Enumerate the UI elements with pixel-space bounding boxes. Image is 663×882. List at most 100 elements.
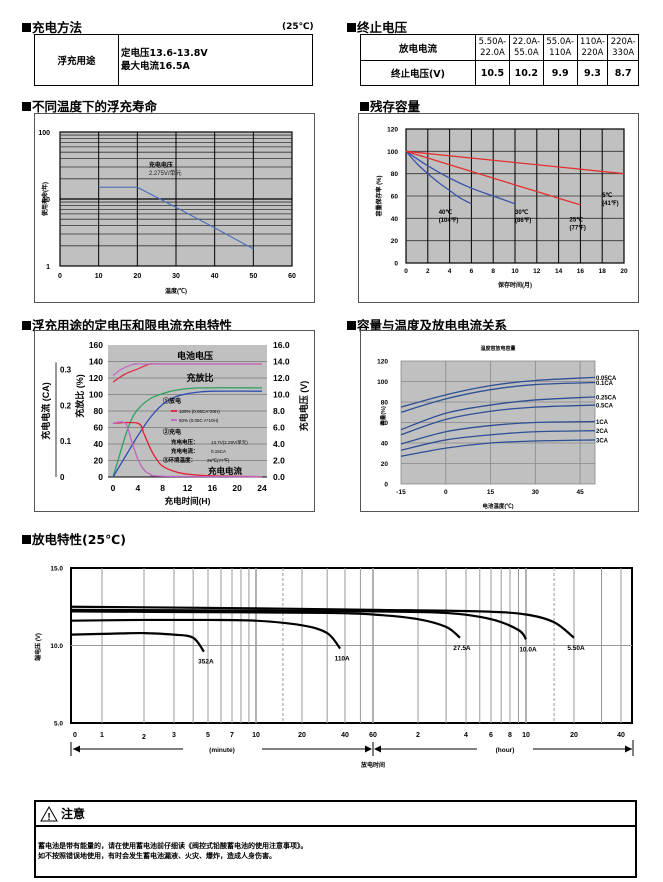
y-axis-label: 使用寿命(年) <box>41 182 49 217</box>
y-tick-label-pct: 20 <box>94 456 104 466</box>
range-cell: 110A- 220A <box>576 34 609 61</box>
cutoff-voltage-title: 终止电压 <box>347 21 407 35</box>
series-label: (41℉) <box>602 200 618 207</box>
voltage-cell: 9.3 <box>576 60 609 86</box>
y-tick-label: 0 <box>394 261 398 268</box>
annotation-label: 2.275V/单元 <box>149 169 182 177</box>
series-label: 0.25CA <box>596 395 617 401</box>
x-tick-label: -15 <box>396 489 406 496</box>
y-tick-label-volt: 6.0 <box>273 423 285 433</box>
range-cell: 220A- 330A <box>607 34 639 61</box>
legend-cv-val: 13.7V(2.28V/单元) <box>211 439 248 446</box>
float-life-title-text: 不同温度下的浮充寿命 <box>32 99 158 114</box>
y-tick-label: 15.0 <box>50 566 63 573</box>
y-tick-label-ca: 0.3 <box>60 366 72 375</box>
y-tick-label: 100 <box>38 130 50 137</box>
range-cell: 55.0A- 110A <box>542 34 578 61</box>
cap-temp-line <box>400 439 596 457</box>
x-tick-label-minute: 2 <box>142 734 146 741</box>
warning-title: 注意 <box>61 807 86 821</box>
x-tick-label-minute: 5 <box>206 732 210 739</box>
x-tick-label-hour: 40 <box>617 732 625 739</box>
cap-temp-title: 容量与温度及放电电流关系 <box>347 319 507 333</box>
x-tick-label: 30 <box>532 489 540 496</box>
x-tick-label-minute: 0 <box>73 732 77 739</box>
x-tick-label: 45 <box>576 489 584 496</box>
x-tick-label: 10 <box>511 268 519 275</box>
x-tick-label: 20 <box>133 273 141 280</box>
discharge-char-title: 放电特性(25℃) <box>22 533 126 547</box>
discharge-curve <box>70 608 527 640</box>
warning-icon: ! <box>40 805 58 822</box>
y-axis-label-pct: 充放比 (%) <box>74 374 85 418</box>
x-tick-label-hour: 20 <box>570 732 578 739</box>
series-label: 1CA <box>596 420 609 426</box>
charging-values: 定电压13.6-13.8V 最大电流16.5A <box>118 34 313 86</box>
x-tick-label: 16 <box>577 268 585 275</box>
legend-50: 50% (0.05C A*10H) <box>179 418 219 423</box>
y-axis-label-volt: 充电电压 (V) <box>298 381 309 432</box>
charge-series-line <box>112 421 263 478</box>
x-tick-label: 12 <box>183 483 193 493</box>
x-tick-label: 14 <box>555 268 563 275</box>
x-tick-label: 30 <box>172 273 180 280</box>
series-label: 2CA <box>596 429 609 435</box>
x-tick-label-minute: 20 <box>298 732 306 739</box>
charge-char-title-text: 浮充用途的定电压和限电流充电特性 <box>32 318 233 333</box>
series-label: (104℉) <box>439 217 459 224</box>
x-axis-label: 电池温度(℃) <box>482 502 513 510</box>
discharge-curve <box>70 610 461 639</box>
x-axis-label: 放电时间 <box>360 761 385 769</box>
charge-series-line <box>112 421 263 478</box>
x-tick-label: 0 <box>444 489 448 496</box>
y-tick-label: 10 <box>42 197 50 204</box>
x-tick-label-minute: 60 <box>369 732 377 739</box>
charging-voltage: 定电压13.6-13.8V <box>121 48 208 59</box>
x-tick-label: 12 <box>533 268 541 275</box>
x-tick-label: 50 <box>249 273 257 280</box>
cap-temp-line <box>400 396 596 431</box>
discharge-chart: 5.0 10.0 15.0 0 1 2 3 5 7 10 20 40 60 2 4 6 8 10 20 40 352A 1… <box>34 566 634 769</box>
charging-row-label: 浮充用途 <box>34 34 119 86</box>
y-tick-label-pct: 120 <box>89 373 103 383</box>
x-tick-label: 4 <box>448 268 452 275</box>
residual-line <box>405 150 516 205</box>
charging-max-current: 最大电流16.5A <box>121 61 190 72</box>
y-tick-label-volt: 0.0 <box>273 472 285 482</box>
x-tick-label: 10 <box>95 273 103 280</box>
y-tick-label: 40 <box>381 441 389 448</box>
y-axis-label: 端电压 (V) <box>34 633 42 661</box>
x-tick-label-hour: 4 <box>464 732 468 739</box>
y-tick-label-volt: 12.0 <box>273 373 290 383</box>
voltage-cell: 10.2 <box>508 60 544 86</box>
charge-char-title: 浮充用途的定电压和限电流充电特性 <box>22 319 232 333</box>
y-tick-label: 60 <box>381 420 389 427</box>
y-tick-label: 40 <box>391 216 399 223</box>
y-tick-label-volt: 16.0 <box>273 340 290 350</box>
charge-chart-box: 0 4 8 12 16 20 24 0 20 40 60 80 100 120 140 160 0.0 2.0 4.… <box>34 330 315 512</box>
x-tick-label: 4 <box>135 483 140 493</box>
x-tick-label-hour: 6 <box>489 732 493 739</box>
discharge-curve <box>70 618 342 650</box>
curve-label: 110A <box>335 656 350 663</box>
charging-temp-note: (25℃) <box>282 22 314 32</box>
cutoff-voltage-table: 放电电流 5.50A- 22.0A 22.0A- 55.0A 55.0A- 110A … <box>360 34 639 86</box>
x-tick-label: 20 <box>620 268 628 275</box>
series-label: 40℃ <box>439 209 453 216</box>
x-tick-label: 40 <box>211 273 219 280</box>
legend-cc: 充电电流： <box>171 447 199 455</box>
y-tick-label: 100 <box>377 379 388 386</box>
voltage-cell: 9.9 <box>542 60 578 86</box>
y-tick-label: 120 <box>377 359 388 366</box>
x-tick-label-hour: 8 <box>508 732 512 739</box>
warning-body: 蓄电池是带有能量的，请在使用蓄电池前仔细读《阀控式铅酸蓄电池的使用注意事项》。 … <box>36 827 635 861</box>
y-tick-label-pct: 160 <box>89 340 103 350</box>
cap-temp-line <box>400 420 596 445</box>
y-tick-label-pct: 80 <box>94 406 104 416</box>
svg-text:!: ! <box>47 812 50 822</box>
chart-title: 温度容放电容量 <box>480 345 515 352</box>
charging-method-table: 浮充用途 定电压13.6-13.8V 最大电流16.5A <box>34 34 313 86</box>
arrow-head-icon <box>365 745 372 753</box>
x-tick-label-minute: 3 <box>172 732 176 739</box>
series-label: 5℃ <box>602 192 612 199</box>
